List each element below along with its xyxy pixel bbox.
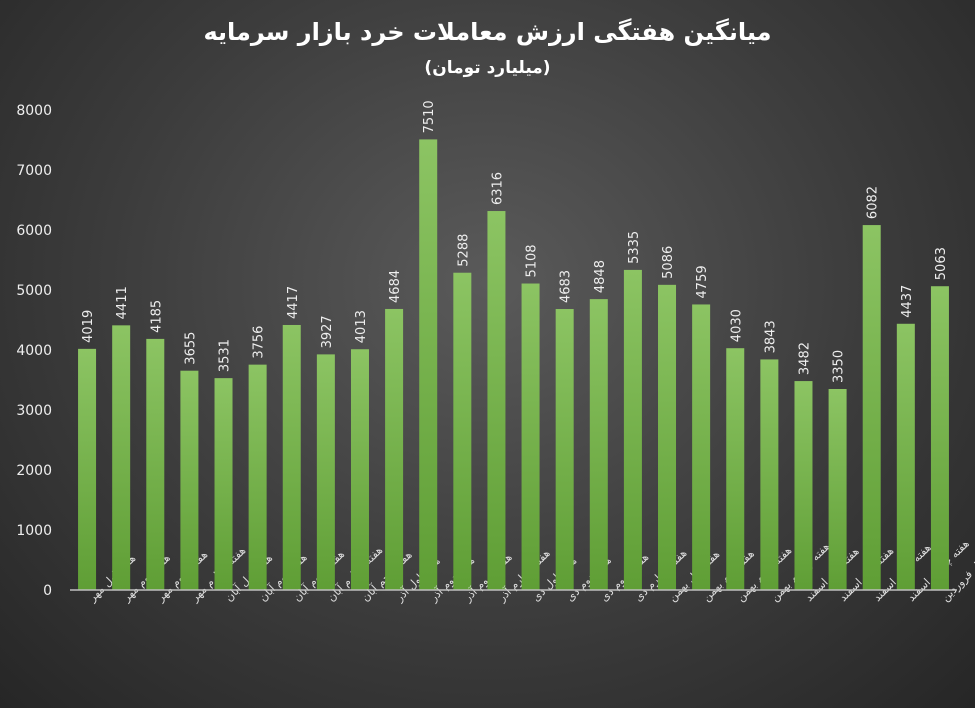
bar xyxy=(896,323,915,590)
bar xyxy=(862,225,881,590)
bar xyxy=(828,389,847,590)
bar xyxy=(930,286,949,590)
y-tick-label: 5000 xyxy=(16,283,52,299)
data-label: 3927 xyxy=(320,315,335,348)
data-label: 4684 xyxy=(388,270,403,303)
bar xyxy=(350,349,369,590)
bar xyxy=(112,325,131,590)
bar xyxy=(794,381,813,590)
bar xyxy=(760,359,779,590)
bar xyxy=(521,283,540,590)
bar xyxy=(214,378,233,590)
bar xyxy=(180,370,199,590)
bar xyxy=(692,304,711,590)
data-label: 4185 xyxy=(149,300,164,333)
bar xyxy=(726,348,745,590)
bar xyxy=(453,272,472,590)
data-label: 4013 xyxy=(354,310,369,343)
data-label: 3655 xyxy=(183,332,198,365)
bar xyxy=(419,139,438,590)
data-label: 3531 xyxy=(218,339,233,372)
data-label: 6082 xyxy=(866,186,881,219)
data-label: 7510 xyxy=(422,100,437,133)
chart-title: میانگین هفتگی ارزش معاملات خرد بازار سرم… xyxy=(203,18,772,46)
data-label: 4683 xyxy=(559,270,574,303)
y-tick-label: 2000 xyxy=(16,463,52,479)
data-label: 4848 xyxy=(593,260,608,293)
data-label: 6316 xyxy=(490,172,505,205)
y-tick-label: 4000 xyxy=(16,343,52,359)
y-tick-label: 7000 xyxy=(16,163,52,179)
bar xyxy=(282,324,301,590)
bar xyxy=(316,354,335,590)
y-tick-label: 0 xyxy=(43,583,52,599)
data-label: 3756 xyxy=(252,326,267,359)
y-tick-label: 3000 xyxy=(16,403,52,419)
bar xyxy=(78,348,97,590)
y-tick-label: 6000 xyxy=(16,223,52,239)
bar xyxy=(487,211,506,591)
bar xyxy=(589,299,608,590)
data-label: 5108 xyxy=(525,244,540,277)
data-label: 5063 xyxy=(934,247,949,280)
data-label: 4019 xyxy=(81,310,96,343)
data-label: 5335 xyxy=(627,231,642,264)
data-label: 4417 xyxy=(286,286,301,319)
bar xyxy=(385,308,404,590)
y-tick-label: 8000 xyxy=(16,103,52,119)
data-label: 3482 xyxy=(797,342,812,375)
data-label: 4411 xyxy=(115,286,130,319)
data-label: 5288 xyxy=(456,234,471,267)
bar xyxy=(248,364,267,590)
bar xyxy=(658,284,677,590)
bar xyxy=(555,309,574,590)
data-label: 4437 xyxy=(900,285,915,318)
bar xyxy=(146,338,165,590)
data-label: 4759 xyxy=(695,265,710,298)
chart-subtitle: (میلیارد تومان) xyxy=(424,58,551,78)
data-label: 3843 xyxy=(763,320,778,353)
bar xyxy=(623,269,642,590)
data-label: 5086 xyxy=(661,246,676,279)
data-label: 3350 xyxy=(832,350,847,383)
y-tick-label: 1000 xyxy=(16,523,52,539)
data-label: 4030 xyxy=(729,309,744,342)
